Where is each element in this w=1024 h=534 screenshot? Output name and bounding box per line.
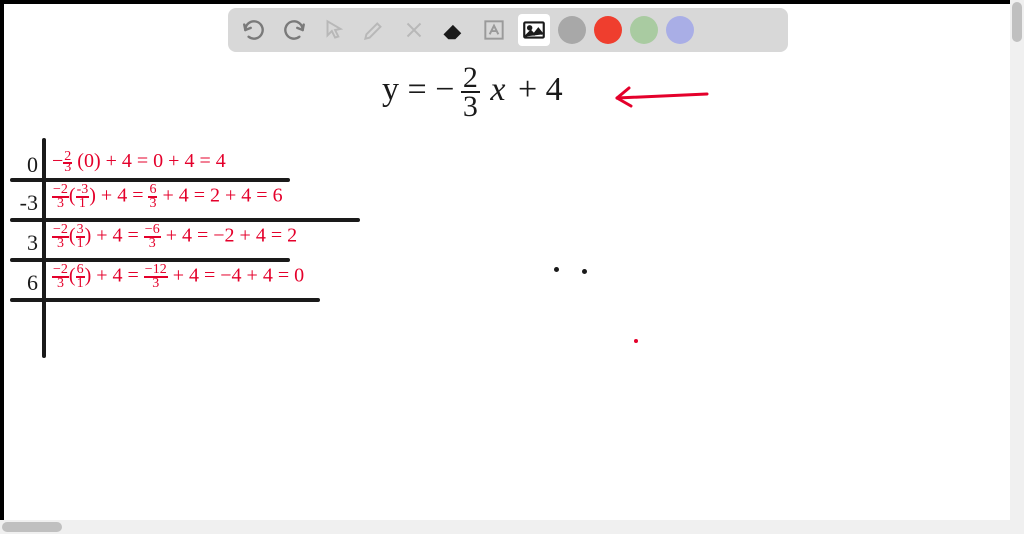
table-hline bbox=[10, 258, 290, 262]
undo-icon[interactable] bbox=[238, 14, 270, 46]
redo-icon[interactable] bbox=[278, 14, 310, 46]
x-value: 0 bbox=[8, 152, 38, 178]
pen-icon[interactable] bbox=[358, 14, 390, 46]
arrow-to-equation bbox=[599, 82, 709, 112]
horizontal-scrollbar[interactable] bbox=[0, 520, 1024, 534]
stray-marks bbox=[554, 267, 604, 277]
color-swatch-gray[interactable] bbox=[558, 16, 586, 44]
board-content: y = − 2 3 x + 4 0 −23 (0) + 4 = 0 + 4 = … bbox=[4, 4, 1020, 530]
color-swatch-blue[interactable] bbox=[666, 16, 694, 44]
x-value: -3 bbox=[8, 190, 38, 216]
stray-red-dot bbox=[634, 339, 638, 343]
x-value: 3 bbox=[8, 230, 38, 256]
calc-row: −23(61) + 4 = −123 + 4 = −4 + 4 = 0 bbox=[52, 264, 304, 290]
pointer-icon[interactable] bbox=[318, 14, 350, 46]
scrollbar-thumb[interactable] bbox=[1012, 2, 1022, 42]
eq-lhs: y bbox=[382, 71, 399, 108]
calc-row: −23 (0) + 4 = 0 + 4 = 4 bbox=[52, 150, 226, 174]
image-icon[interactable] bbox=[518, 14, 550, 46]
table-hline bbox=[10, 178, 290, 182]
vertical-scrollbar[interactable] bbox=[1010, 0, 1024, 534]
toolbar bbox=[228, 8, 788, 52]
tools-icon[interactable] bbox=[398, 14, 430, 46]
whiteboard-canvas[interactable]: y = − 2 3 x + 4 0 −23 (0) + 4 = 0 + 4 = … bbox=[4, 4, 1020, 530]
equation-main: y = − 2 3 x + 4 bbox=[382, 64, 563, 120]
table-vertical-line bbox=[42, 138, 46, 358]
text-icon[interactable] bbox=[478, 14, 510, 46]
scrollbar-thumb[interactable] bbox=[2, 522, 62, 532]
color-swatch-green[interactable] bbox=[630, 16, 658, 44]
color-swatch-red[interactable] bbox=[594, 16, 622, 44]
eraser-icon[interactable] bbox=[438, 14, 470, 46]
value-table: 0 −23 (0) + 4 = 0 + 4 = 4 -3 −23(-31) + … bbox=[8, 144, 438, 364]
table-hline bbox=[10, 218, 360, 222]
calc-row: −23(31) + 4 = −63 + 4 = −2 + 4 = 2 bbox=[52, 224, 297, 250]
calc-row: −23(-31) + 4 = 63 + 4 = 2 + 4 = 6 bbox=[52, 184, 283, 210]
x-value: 6 bbox=[8, 270, 38, 296]
table-hline bbox=[10, 298, 320, 302]
